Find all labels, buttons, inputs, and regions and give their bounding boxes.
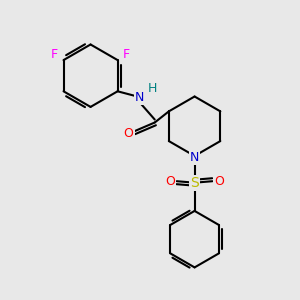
Text: O: O <box>165 175 175 188</box>
Text: O: O <box>124 127 134 140</box>
Text: F: F <box>51 48 58 61</box>
Text: N: N <box>190 151 199 164</box>
Text: F: F <box>123 48 130 61</box>
Text: S: S <box>190 176 199 190</box>
Text: H: H <box>148 82 157 95</box>
Text: O: O <box>214 175 224 188</box>
Text: N: N <box>135 91 145 104</box>
